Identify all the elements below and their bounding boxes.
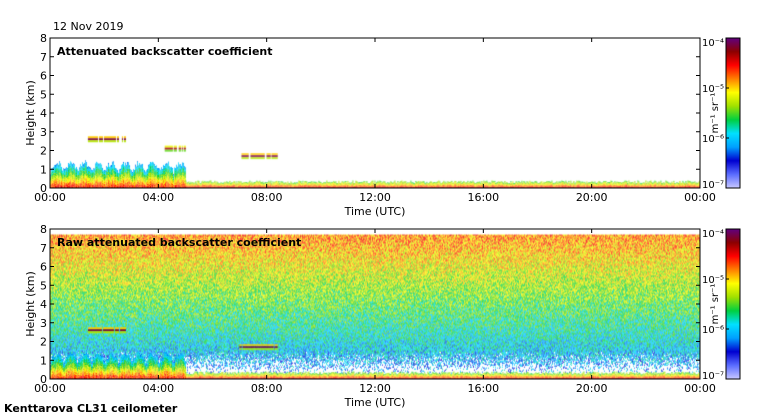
chart-panel-1: 00:00 04:00 08:00 12:00 16:00 20:00 00:0001234… <box>24 32 741 218</box>
y-tick-label: 0 <box>40 373 47 386</box>
x-tick-label: 00:00 <box>684 382 716 395</box>
chart-panel-2: 00:00 04:00 08:00 12:00 16:00 20:00 00:0001234… <box>24 223 741 409</box>
y-tick-label: 4 <box>40 107 47 120</box>
y-tick-label: 2 <box>40 145 47 158</box>
colorbar-label: m⁻¹ sr⁻¹ <box>710 93 721 134</box>
x-tick-label: 16:00 <box>467 382 499 395</box>
y-tick-label: 3 <box>40 317 47 330</box>
colorbar-tick-label: 10⁻⁷ <box>702 180 724 191</box>
chart-title: Raw attenuated backscatter coefficient <box>57 236 301 249</box>
y-tick-label: 8 <box>40 32 47 45</box>
colorbar-tick-label: 10⁻⁴ <box>702 229 724 240</box>
y-tick-label: 6 <box>40 261 47 274</box>
colorbar-tick-label: 10⁻⁷ <box>702 371 724 382</box>
y-tick-label: 1 <box>40 354 47 367</box>
x-tick-label: 04:00 <box>142 191 174 204</box>
colorbar-tick-label: 10⁻⁵ <box>702 275 724 286</box>
x-tick-label: 20:00 <box>576 191 608 204</box>
y-tick-label: 5 <box>40 279 47 292</box>
y-tick-label: 7 <box>40 242 47 255</box>
y-tick-label: 8 <box>40 223 47 236</box>
chart-title: Attenuated backscatter coefficient <box>57 45 273 58</box>
x-tick-label: 16:00 <box>467 191 499 204</box>
colorbar-tick-label: 10⁻⁶ <box>702 134 724 145</box>
x-tick-label: 12:00 <box>359 382 391 395</box>
heatmap <box>50 38 700 188</box>
colorbar-label: m⁻¹ sr⁻¹ <box>710 284 721 325</box>
x-tick-label: 00:00 <box>684 191 716 204</box>
x-tick-label: 08:00 <box>251 191 283 204</box>
x-tick-label: 00:00 <box>34 382 66 395</box>
y-tick-label: 2 <box>40 336 47 349</box>
y-tick-label: 7 <box>40 51 47 64</box>
date-label: 12 Nov 2019 <box>53 20 124 33</box>
x-axis-label: Time (UTC) <box>344 205 406 218</box>
x-tick-label: 04:00 <box>142 382 174 395</box>
x-tick-label: 00:00 <box>34 191 66 204</box>
x-tick-label: 20:00 <box>576 382 608 395</box>
y-tick-label: 6 <box>40 70 47 83</box>
y-tick-label: 4 <box>40 298 47 311</box>
x-tick-label: 12:00 <box>359 191 391 204</box>
colorbar-tick-label: 10⁻⁵ <box>702 84 724 95</box>
y-axis-label: Height (km) <box>24 271 37 337</box>
y-axis-label: Height (km) <box>24 80 37 146</box>
y-tick-label: 3 <box>40 126 47 139</box>
y-tick-label: 1 <box>40 163 47 176</box>
instrument-label: Kenttarova CL31 ceilometer <box>4 402 178 415</box>
x-tick-label: 08:00 <box>251 382 283 395</box>
y-tick-label: 0 <box>40 182 47 195</box>
y-tick-label: 5 <box>40 88 47 101</box>
colorbar <box>725 228 741 380</box>
colorbar-tick-label: 10⁻⁴ <box>702 38 724 49</box>
x-axis-label: Time (UTC) <box>344 396 406 409</box>
colorbar-tick-label: 10⁻⁶ <box>702 325 724 336</box>
heatmap <box>50 229 700 379</box>
colorbar <box>725 37 741 189</box>
